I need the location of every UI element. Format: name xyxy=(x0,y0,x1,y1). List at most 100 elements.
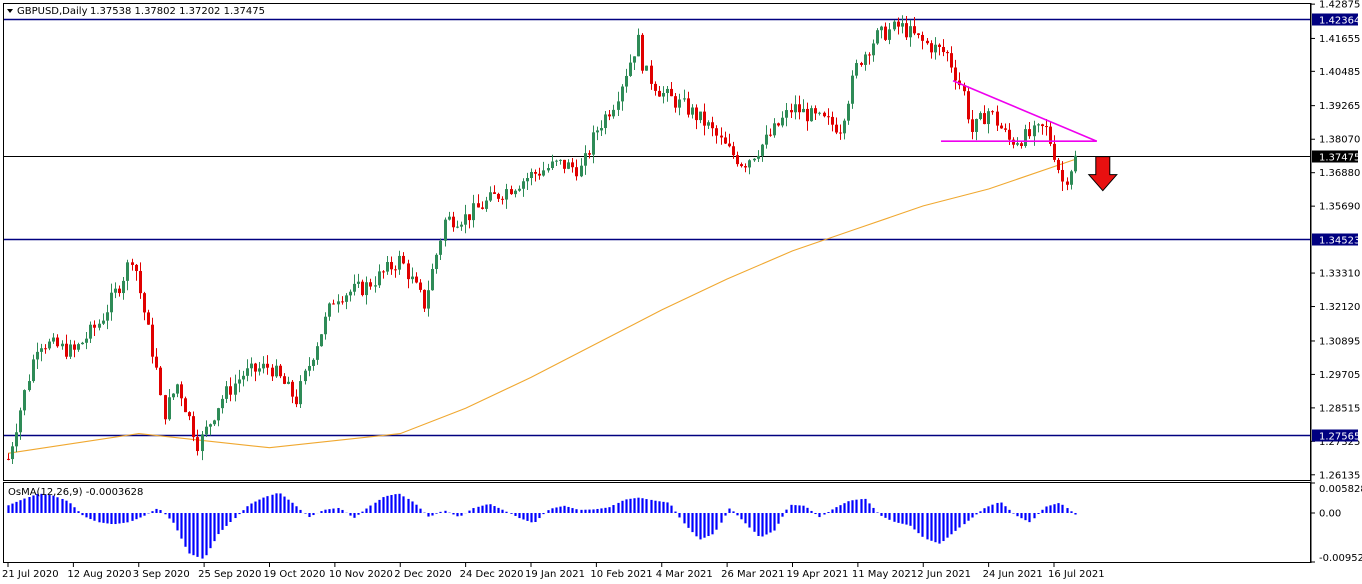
candle-body xyxy=(102,320,105,324)
candle-body xyxy=(592,132,595,155)
osma-tick-label-1: 0.00 xyxy=(1319,508,1341,519)
price-tick-label-7: 1.33310 xyxy=(1319,269,1360,280)
candle-body xyxy=(151,324,154,357)
candle-body xyxy=(439,240,442,255)
candle-body xyxy=(703,111,706,126)
candle-body xyxy=(242,375,245,380)
time-tick-label-3: 25 Sep 2020 xyxy=(198,569,261,580)
candle-body xyxy=(48,341,51,349)
down-arrow-icon xyxy=(1087,156,1118,192)
candle-body xyxy=(1033,125,1036,137)
candle-body xyxy=(814,108,817,114)
candle-body xyxy=(575,167,578,177)
candle-body xyxy=(571,162,574,168)
candle-body xyxy=(715,128,718,136)
candle-body xyxy=(1012,139,1015,145)
candle-body xyxy=(757,155,760,159)
candle-body xyxy=(724,137,727,144)
candle-body xyxy=(868,54,871,56)
candle-body xyxy=(382,271,385,273)
candle-body xyxy=(205,426,208,435)
candle-body xyxy=(979,113,982,119)
candle-body xyxy=(444,219,447,241)
candle-body xyxy=(950,53,953,68)
candles xyxy=(7,15,1077,465)
candle-body xyxy=(328,303,331,317)
time-tick-label-9: 10 Feb 2021 xyxy=(590,569,652,580)
level-label-2: 1.34523 xyxy=(1319,236,1360,247)
main-plot-frame xyxy=(3,3,1311,481)
candle-body xyxy=(584,153,587,166)
candle-body xyxy=(316,346,319,360)
candle-body xyxy=(678,99,681,108)
candle-body xyxy=(843,120,846,134)
candle-body xyxy=(98,323,101,328)
candle-body xyxy=(547,168,550,171)
candle-body xyxy=(1037,124,1040,126)
candle-body xyxy=(398,255,401,270)
candle-body xyxy=(740,164,743,167)
candle-body xyxy=(489,192,492,201)
candle-body xyxy=(143,293,146,313)
price-tick-label-1: 1.41655 xyxy=(1319,34,1360,45)
candle-body xyxy=(271,367,274,377)
time-tick-label-6: 2 Dec 2020 xyxy=(394,569,452,580)
descending-trendline xyxy=(952,80,1098,142)
candle-body xyxy=(250,363,253,369)
candle-body xyxy=(934,44,937,53)
candle-body xyxy=(810,108,813,122)
symbol-dropdown-icon[interactable] xyxy=(7,9,13,13)
candle-body xyxy=(221,398,224,409)
candle-body xyxy=(390,261,393,270)
candle-body xyxy=(600,128,603,131)
candle-body xyxy=(538,173,541,176)
candle-body xyxy=(835,124,838,133)
candle-body xyxy=(415,276,418,283)
osma-tick-label-0: 0.005828 xyxy=(1319,484,1362,495)
candle-body xyxy=(732,146,735,156)
time-tick-label-1: 12 Aug 2020 xyxy=(67,569,131,580)
candle-body xyxy=(427,290,430,309)
candle-body xyxy=(604,114,607,129)
time-tick-label-0: 21 Jul 2020 xyxy=(2,569,59,580)
candle-body xyxy=(234,383,237,395)
candle-body xyxy=(641,34,644,71)
candle-body xyxy=(11,446,14,460)
candle-body xyxy=(147,312,150,325)
candle-body xyxy=(468,214,471,221)
chart-ohlc: 1.37538 1.37802 1.37202 1.37475 xyxy=(90,6,265,17)
candle-body xyxy=(847,103,850,121)
candle-body xyxy=(180,384,183,399)
candle-body xyxy=(769,134,772,136)
price-axis-ticks: 1.42875 1.41655 1.40485 1.39265 1.38070 1.368… xyxy=(1311,0,1360,481)
candle-body xyxy=(748,160,751,168)
candle-body xyxy=(477,203,480,208)
candle-body xyxy=(44,348,47,350)
level-label-bg-1 xyxy=(1312,150,1358,163)
candle-body xyxy=(266,363,269,368)
candle-body xyxy=(52,337,55,342)
candle-body xyxy=(23,390,26,411)
candle-body xyxy=(765,134,768,145)
candle-body xyxy=(893,21,896,30)
candle-body xyxy=(827,116,830,118)
candle-body xyxy=(629,62,632,76)
candle-body xyxy=(1053,143,1056,160)
candle-body xyxy=(77,344,80,350)
candle-body xyxy=(81,342,84,345)
candle-body xyxy=(1028,129,1031,137)
candle-body xyxy=(28,381,31,391)
candle-body xyxy=(839,132,842,134)
candle-body xyxy=(304,370,307,382)
candle-body xyxy=(1016,143,1019,145)
time-tick-label-4: 19 Oct 2020 xyxy=(264,569,326,580)
level-label-bg-2 xyxy=(1312,233,1358,246)
price-tick-label-2: 1.40485 xyxy=(1319,67,1360,78)
price-tick-label-3: 1.39265 xyxy=(1319,101,1360,112)
candle-body xyxy=(258,368,261,372)
candle-body xyxy=(888,29,891,40)
candle-body xyxy=(942,46,945,53)
candle-body xyxy=(864,54,867,65)
candle-body xyxy=(917,33,920,35)
